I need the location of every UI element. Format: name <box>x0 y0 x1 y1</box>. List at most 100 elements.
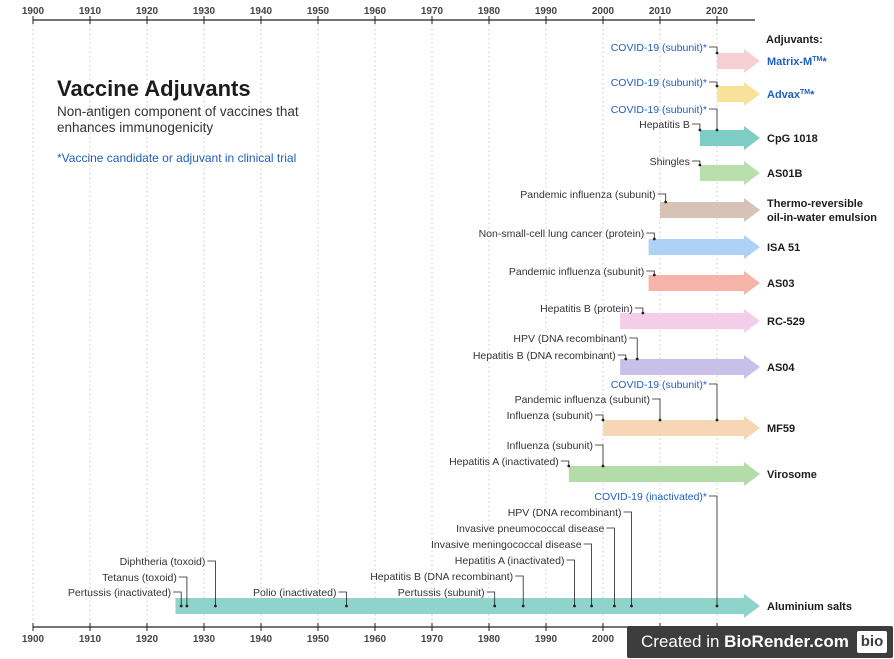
adjuvant-name: MF59 <box>767 423 795 435</box>
event-leader-line <box>709 495 718 606</box>
event-leader-line <box>709 108 718 130</box>
event-dot <box>635 357 639 361</box>
adjuvant-name: AdvaxTM* <box>767 89 815 101</box>
event-label: Pertussis (inactivated) <box>68 587 171 599</box>
event-leader-line <box>634 307 644 313</box>
event-leader-line <box>207 560 216 606</box>
adjuvant-arrow <box>175 594 760 618</box>
adjuvant-name: Matrix-MTM* <box>767 56 827 68</box>
adjuvant-arrow <box>648 271 760 295</box>
tick-label-top-1980: 1980 <box>478 6 501 17</box>
tick-label-bottom-1960: 1960 <box>364 634 387 645</box>
tick-label-top-1970: 1970 <box>421 6 444 17</box>
adjuvant-arrow <box>699 161 760 185</box>
event-dot <box>641 311 645 315</box>
event-dot <box>185 604 189 608</box>
page-subtitle: Non-antigen component of vaccines that e… <box>57 104 299 135</box>
event-leader-line <box>583 543 592 606</box>
adjuvant-arrow <box>699 126 760 150</box>
tick-label-bottom-1920: 1920 <box>136 634 159 645</box>
event-leader-line <box>595 414 604 420</box>
adjuvant-row: Matrix-MTM* COVID-19 (subunit)* <box>611 42 827 73</box>
tick-label-bottom-1990: 1990 <box>535 634 558 645</box>
adjuvant-name: AS03 <box>767 278 795 290</box>
event-label: Non-small-cell lung cancer (protein) <box>479 228 645 240</box>
event-dot <box>601 418 605 422</box>
adjuvant-row: ISA 51 Non-small-cell lung cancer (protei… <box>479 228 800 259</box>
tick-label-bottom-1950: 1950 <box>307 634 330 645</box>
event-dot <box>630 604 633 608</box>
event-label: COVID-19 (subunit)* <box>611 104 707 116</box>
tick-label-top-1900: 1900 <box>22 6 45 17</box>
page-title: Vaccine Adjuvants <box>57 76 251 101</box>
adjuvant-name: AS04 <box>767 362 795 374</box>
event-leader-line <box>709 46 718 53</box>
event-leader-line <box>629 337 638 359</box>
tick-label-bottom-1940: 1940 <box>250 634 273 645</box>
event-label: Influenza (subunit) <box>507 440 593 452</box>
event-dot <box>658 418 662 422</box>
biorender-badge[interactable]: Created in BioRender.com bio <box>627 626 893 658</box>
event-label: Pandemic influenza (subunit) <box>515 394 650 406</box>
adjuvant-name: AS01B <box>767 168 803 180</box>
tick-label-top-1990: 1990 <box>535 6 558 17</box>
event-leader-line <box>652 398 661 420</box>
event-dot <box>601 464 605 468</box>
event-leader-line <box>173 591 182 606</box>
tick-label-bottom-1930: 1930 <box>193 634 216 645</box>
event-label: Pandemic influenza (subunit) <box>520 189 655 201</box>
adjuvant-arrow <box>620 309 760 333</box>
tick-label-top-2010: 2010 <box>649 6 672 17</box>
event-label: Invasive meningococcal disease <box>431 539 582 551</box>
adjuvant-name: Thermo-reversible <box>767 198 863 210</box>
adjuvant-arrow <box>717 82 760 106</box>
event-leader-line <box>595 444 604 466</box>
event-label: Influenza (subunit) <box>507 410 593 422</box>
tick-label-top-1950: 1950 <box>307 6 330 17</box>
event-label: Diphtheria (toxoid) <box>120 556 206 568</box>
event-dot <box>493 604 497 608</box>
tick-label-bottom-1970: 1970 <box>421 634 444 645</box>
adjuvant-arrow <box>620 355 760 379</box>
event-leader-line <box>606 527 615 606</box>
event-label: Hepatitis B <box>639 119 690 131</box>
event-label: COVID-19 (inactivated)* <box>594 491 707 503</box>
event-label: Hepatitis B (protein) <box>540 303 633 315</box>
event-dot <box>698 163 702 167</box>
event-dot <box>715 418 719 422</box>
biorender-logo-icon: bio <box>857 631 887 653</box>
event-label: Pandemic influenza (subunit) <box>509 266 644 278</box>
event-leader-line <box>515 575 524 606</box>
tick-label-top-1920: 1920 <box>136 6 159 17</box>
event-label: Shingles <box>650 156 690 168</box>
event-leader-line <box>486 591 496 606</box>
adjuvant-row: AS03 Pandemic influenza (subunit) <box>509 266 795 295</box>
trial-note: *Vaccine candidate or adjuvant in clinic… <box>57 151 297 165</box>
event-dot <box>521 604 525 608</box>
event-label: Hepatitis B (DNA recombinant) <box>370 571 513 583</box>
tick-label-top-2000: 2000 <box>592 6 615 17</box>
adjuvant-row: AS01B Shingles <box>650 156 803 185</box>
adjuvant-name: Aluminium salts <box>767 601 852 613</box>
adjuvant-arrow <box>568 462 760 486</box>
adjuvant-row: CpG 1018 COVID-19 (subunit)* Hepatitis B <box>611 104 818 150</box>
event-dot <box>573 604 576 608</box>
event-dot <box>715 84 719 88</box>
event-label: COVID-19 (subunit)* <box>611 42 707 54</box>
event-dot <box>613 604 616 608</box>
adjuvant-row: Thermo-reversible oil-in-water emulsion Pa… <box>520 189 877 224</box>
adjuvants-header: Adjuvants: <box>766 34 823 46</box>
event-label: Polio (inactivated) <box>253 587 336 599</box>
event-leader-line <box>566 559 575 606</box>
event-leader-line <box>646 232 655 239</box>
event-label: COVID-19 (subunit)* <box>611 77 707 89</box>
event-label: HPV (DNA recombinant) <box>513 333 627 345</box>
adjuvant-row: AS04 HPV (DNA recombinant) Hepatitis B (DN… <box>473 333 795 379</box>
event-label: HPV (DNA recombinant) <box>508 507 622 519</box>
event-dot <box>652 273 656 277</box>
adjuvant-name: ISA 51 <box>767 242 800 254</box>
event-dot <box>590 604 593 608</box>
event-label: Hepatitis A (inactivated) <box>455 555 565 567</box>
adjuvant-row: Virosome Influenza (subunit) Hepatitis A (… <box>449 440 817 486</box>
